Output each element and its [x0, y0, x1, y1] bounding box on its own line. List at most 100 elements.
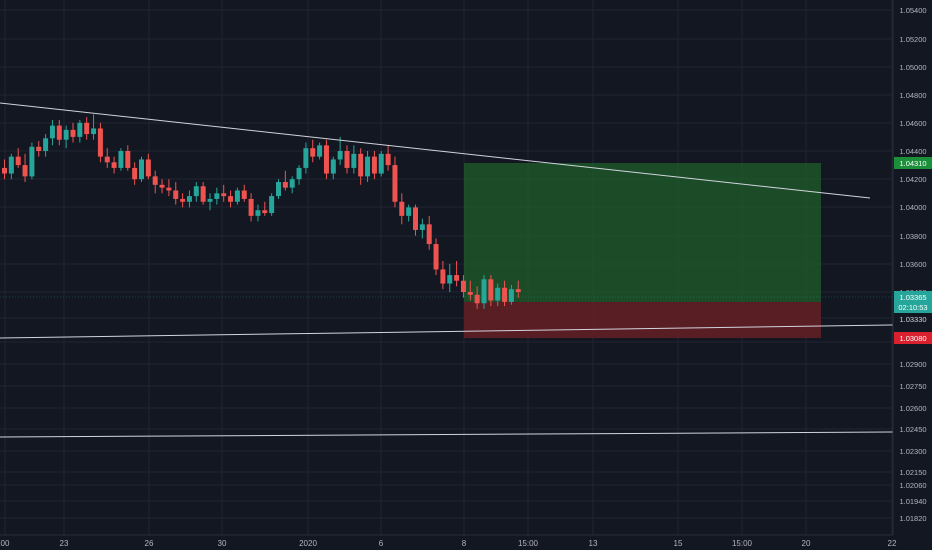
candle: [289, 176, 295, 194]
candle: [323, 139, 329, 180]
price-tick-label: 1.04600: [899, 119, 926, 128]
candle: [132, 162, 138, 185]
candle: [118, 148, 124, 171]
candle: [385, 145, 391, 171]
bar-countdown-label: 02:10:53: [898, 303, 927, 312]
price-tick-label: 1.04800: [899, 91, 926, 100]
candle: [125, 145, 131, 171]
candle: [406, 204, 412, 222]
candle: [214, 187, 220, 205]
candle: [269, 193, 275, 216]
candle: [337, 136, 343, 166]
candle: [426, 215, 432, 250]
candle: [248, 193, 254, 222]
candle: [139, 156, 144, 183]
candle: [228, 190, 234, 208]
candle: [152, 170, 158, 194]
candle: [303, 142, 309, 174]
candle: [460, 275, 466, 298]
candle: [392, 156, 398, 208]
price-tick-label: 1.05400: [899, 6, 926, 15]
price-tick-label: 1.02450: [899, 425, 926, 434]
time-tick-label: 23: [60, 539, 69, 548]
candle: [495, 283, 501, 307]
candle: [433, 238, 439, 276]
candle: [8, 153, 14, 180]
time-tick-label: 15:00: [518, 539, 539, 548]
stop-zone[interactable]: [464, 302, 821, 338]
candle: [419, 218, 425, 239]
candle: [481, 275, 487, 309]
time-tick-label: 30: [218, 539, 227, 548]
candle: [145, 153, 151, 180]
candle: [180, 193, 186, 208]
price-axis[interactable]: 1.05400 1.05200 1.05000 1.04800 1.04600 1.044…: [892, 0, 932, 550]
target-price-badge: [894, 157, 932, 169]
current-price-label: 1.03365: [899, 293, 926, 302]
candle: [330, 156, 336, 180]
drawings[interactable]: [0, 102, 894, 438]
candle: [502, 280, 508, 307]
price-labels: 1.04310 1.03365 02:10:53 1.03330 1.03080: [894, 157, 932, 344]
stop-price-label: 1.03080: [899, 334, 926, 343]
candle: [186, 190, 192, 208]
candle: [104, 148, 110, 168]
candle: [378, 151, 384, 177]
downtrend-line[interactable]: [0, 102, 871, 199]
candle: [447, 263, 453, 292]
candle: [56, 119, 62, 146]
current-price-badge: [894, 291, 932, 313]
candle: [508, 284, 514, 305]
price-tick-label: 1.04200: [899, 175, 926, 184]
price-tick-label: 1.02600: [899, 404, 926, 413]
candle: [454, 260, 460, 287]
target-zone[interactable]: [464, 163, 821, 302]
price-tick-label: 1.02750: [899, 382, 926, 391]
price-tick-label: 1.03600: [899, 260, 926, 269]
time-tick-label: 2020: [299, 539, 317, 548]
candle: [296, 165, 302, 185]
candle: [515, 280, 521, 298]
candle: [91, 114, 97, 140]
candle: [371, 151, 377, 180]
horizontal-line[interactable]: [0, 431, 894, 438]
time-tick-label: 13: [589, 539, 598, 548]
support-line[interactable]: [0, 324, 894, 339]
candle: [399, 193, 405, 225]
price-tick-label: 1.04400: [899, 147, 926, 156]
candle: [97, 122, 103, 163]
candle: [200, 182, 206, 205]
candle: [70, 122, 76, 143]
long-position-tool[interactable]: [464, 163, 821, 338]
price-tick-label: 1.04000: [899, 203, 926, 212]
candle: [2, 159, 7, 180]
time-tick-label: 8: [462, 539, 467, 548]
candle: [241, 184, 247, 202]
candle: [234, 187, 240, 205]
candle: [159, 179, 165, 194]
candle: [43, 134, 49, 157]
price-tick-label: 1.05200: [899, 35, 926, 44]
time-tick-label: 22: [888, 539, 897, 548]
candle: [351, 145, 357, 174]
candle: [344, 145, 350, 174]
candle: [36, 141, 42, 157]
candle: [166, 179, 172, 197]
candle: [413, 204, 418, 236]
candle: [310, 139, 316, 163]
candle: [173, 182, 179, 205]
price-tick-label: 1.03800: [899, 232, 926, 241]
candle: [207, 193, 213, 211]
candle: [282, 170, 288, 191]
candle: [221, 184, 227, 202]
price-axis-background: [893, 0, 932, 550]
time-axis[interactable]: 00 23 26 30 2020 6 8 15:00 13 15 15:00 20 22: [0, 534, 897, 548]
candle: [49, 119, 55, 146]
candle: [276, 179, 281, 199]
candle: [84, 117, 90, 140]
price-tick-label: 1.01940: [899, 497, 926, 506]
candle: [358, 148, 364, 185]
time-tick-label: 15: [674, 539, 683, 548]
price-tick-label: 1.02060: [899, 481, 926, 490]
